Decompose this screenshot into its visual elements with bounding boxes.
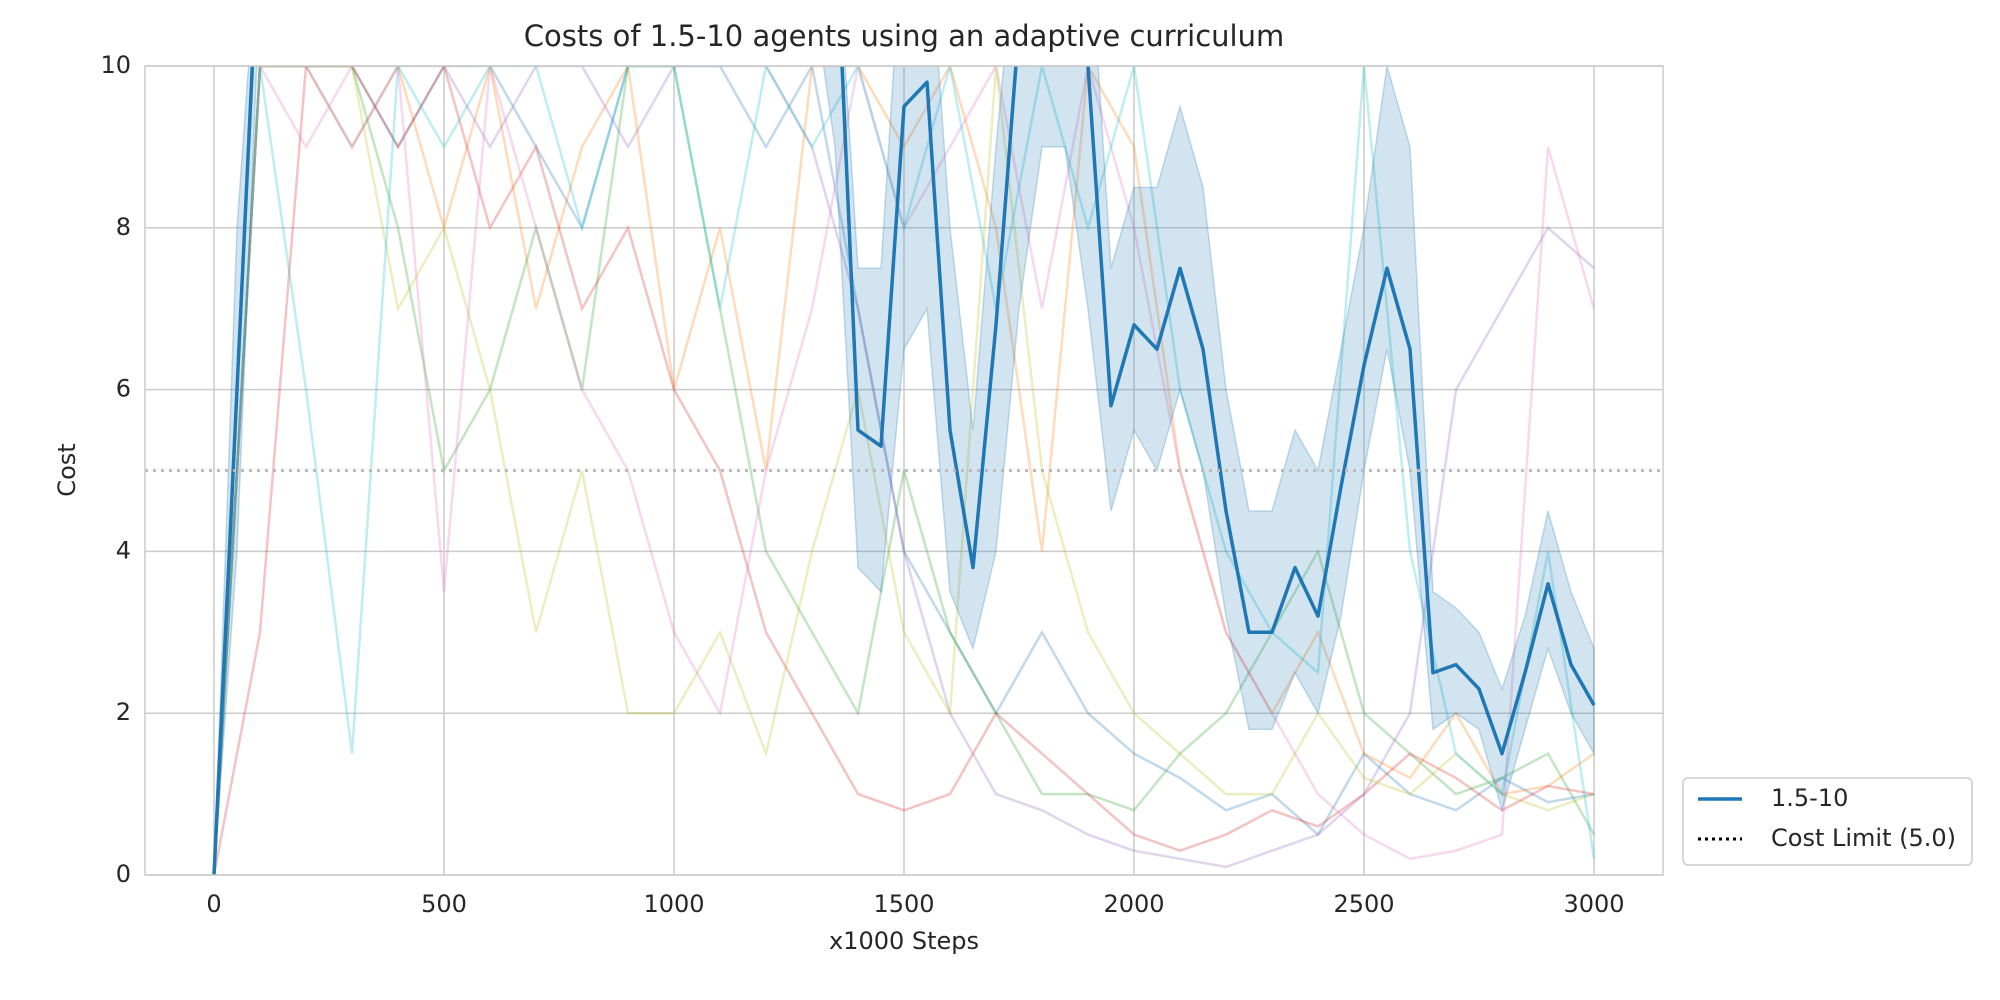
run-line (212, 66, 1595, 875)
plot-area (145, 66, 1663, 875)
run-line (212, 66, 1595, 875)
plot-frame (144, 65, 1664, 876)
y-axis-label: Cost (53, 443, 81, 496)
y-tick-label: 6 (116, 375, 131, 403)
run-line (212, 66, 1595, 875)
run-line (212, 66, 1596, 875)
y-tick-label: 2 (116, 698, 131, 726)
x-tick-label: 0 (206, 890, 221, 918)
x-tick-label: 2000 (1103, 890, 1164, 918)
legend-box (1682, 777, 1973, 866)
x-tick-label: 3000 (1563, 890, 1624, 918)
y-tick-label: 10 (100, 51, 131, 79)
legend: 1.5-10 Cost Limit (5.0) (1682, 777, 1973, 866)
x-axis-label: x1000 Steps (829, 927, 979, 955)
confidence-band (213, 66, 1595, 875)
x-tick-label: 1500 (873, 890, 934, 918)
y-tick-label: 0 (116, 860, 131, 888)
legend-label: 1.5-10 (1771, 784, 1848, 812)
x-tick-label: 2500 (1333, 890, 1394, 918)
y-tick-label: 8 (116, 213, 131, 241)
x-tick-label: 500 (421, 890, 467, 918)
run-line (212, 66, 1595, 875)
series-line (212, 66, 1596, 875)
legend-label: Cost Limit (5.0) (1771, 824, 1956, 852)
chart-title: Costs of 1.5-10 agents using an adaptive… (524, 19, 1284, 53)
x-tick-label: 1000 (643, 890, 704, 918)
y-tick-label: 4 (116, 536, 131, 564)
ticks: 0 500 1000 1500 2000 2500 3000 0 2 4 6 8 10 (100, 51, 1624, 918)
run-line (212, 66, 1596, 875)
run-line (212, 66, 1595, 875)
